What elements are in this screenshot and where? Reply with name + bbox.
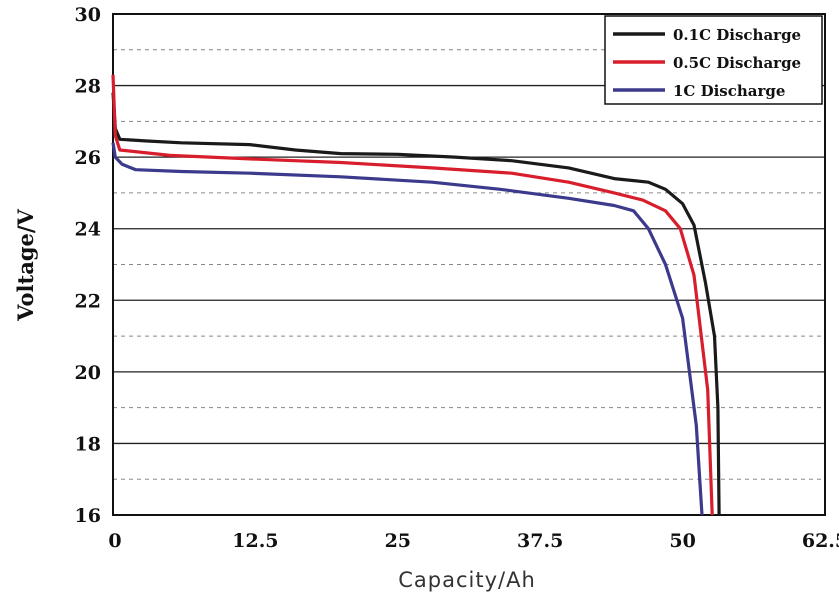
x-tick-label: 37.5 [517, 530, 563, 552]
legend-label-3: 1C Discharge [673, 82, 785, 100]
y-tick-label: 24 [75, 219, 101, 241]
y-tick-label: 16 [75, 505, 101, 527]
y-tick-label: 28 [75, 76, 101, 98]
y-axis-tick-labels: 16 18 20 22 24 26 28 30 [75, 4, 101, 527]
y-tick-label: 22 [75, 290, 101, 312]
y-tick-label: 30 [75, 4, 101, 26]
y-axis-title: Voltage/V [13, 208, 38, 321]
x-axis-title: Capacity/Ah [398, 568, 536, 592]
x-tick-label: 12.5 [232, 530, 278, 552]
y-tick-label: 20 [75, 362, 101, 384]
plot-area-frame [112, 13, 826, 516]
x-tick-label: 0 [108, 530, 121, 552]
legend-label-1: 0.1C Discharge [673, 26, 801, 44]
x-axis-tick-labels: 0 12.5 25 37.5 50 62.5 [108, 530, 839, 552]
series-line-1 [111, 92, 721, 516]
y-tick-label: 18 [75, 433, 101, 455]
series-line-2 [111, 74, 714, 516]
x-tick-label: 62.5 [802, 530, 839, 552]
x-tick-label: 25 [385, 530, 411, 552]
y-tick-label: 26 [75, 147, 101, 169]
legend-label-2: 0.5C Discharge [673, 54, 801, 72]
series-line-3 [111, 142, 704, 516]
legend: 0.1C Discharge 0.5C Discharge 1C Discharge [604, 15, 823, 105]
data-series [111, 74, 721, 516]
x-tick-label: 50 [669, 530, 695, 552]
